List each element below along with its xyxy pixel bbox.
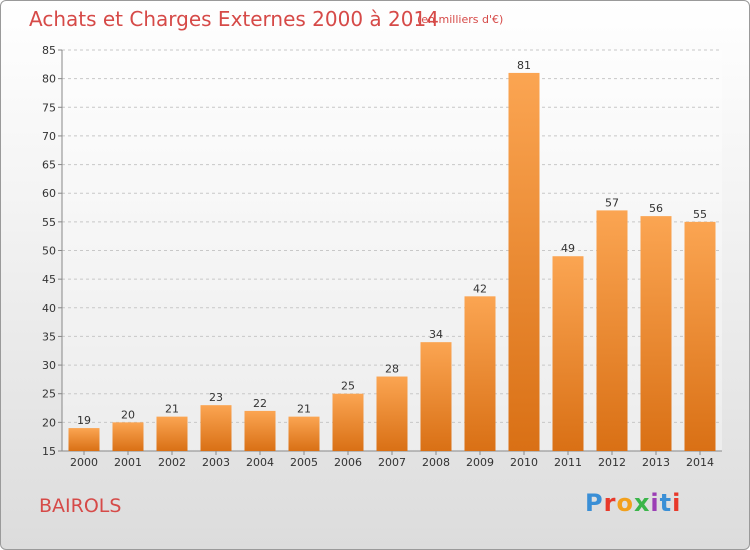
logo-letter: P <box>585 489 604 517</box>
bar <box>508 72 540 452</box>
y-tick-label: 75 <box>42 101 56 114</box>
x-tick-label: 2010 <box>510 456 538 469</box>
bar <box>68 428 100 451</box>
y-tick-label: 60 <box>42 187 56 200</box>
data-label: 81 <box>517 59 531 72</box>
y-tick-label: 20 <box>42 416 56 429</box>
chart-title: Achats et Charges Externes 2000 à 2014 <box>29 7 439 31</box>
y-tick-label: 55 <box>42 216 56 229</box>
proxiti-logo: Proxiti <box>585 489 681 517</box>
logo-letter: o <box>616 489 634 517</box>
bar <box>288 416 320 451</box>
bar <box>376 376 408 451</box>
y-tick-label: 35 <box>42 330 56 343</box>
bar <box>112 422 144 451</box>
y-tick-label: 15 <box>42 445 56 458</box>
x-tick-label: 2003 <box>202 456 230 469</box>
data-label: 23 <box>209 391 223 404</box>
data-label: 49 <box>561 242 575 255</box>
logo-letter: i <box>672 489 682 517</box>
bar <box>552 256 584 451</box>
bar <box>596 210 628 451</box>
y-tick-label: 80 <box>42 73 56 86</box>
bar <box>332 393 364 451</box>
logo-letter: r <box>603 489 617 517</box>
data-label: 42 <box>473 282 487 295</box>
x-tick-label: 2002 <box>158 456 186 469</box>
bar <box>200 405 232 451</box>
y-tick-label: 40 <box>42 302 56 315</box>
y-tick-label: 70 <box>42 130 56 143</box>
chart-subtitle: (en milliers d'€) <box>417 13 504 26</box>
y-tick-label: 25 <box>42 388 56 401</box>
y-tick-label: 85 <box>42 44 56 57</box>
x-tick-label: 2006 <box>334 456 362 469</box>
data-label: 21 <box>165 403 179 416</box>
bar <box>684 221 716 451</box>
y-tick-label: 65 <box>42 159 56 172</box>
data-label: 34 <box>429 328 443 341</box>
x-tick-label: 2007 <box>378 456 406 469</box>
x-tick-label: 2008 <box>422 456 450 469</box>
data-label: 57 <box>605 196 619 209</box>
data-label: 28 <box>385 363 399 376</box>
data-label: 19 <box>77 414 91 427</box>
x-tick-label: 2001 <box>114 456 142 469</box>
y-tick-label: 45 <box>42 273 56 286</box>
bar <box>420 342 452 451</box>
data-label: 21 <box>297 403 311 416</box>
x-tick-label: 2011 <box>554 456 582 469</box>
commune-name: BAIROLS <box>39 495 122 517</box>
data-label: 20 <box>121 408 135 421</box>
logo-letter: i <box>650 489 660 517</box>
data-label: 25 <box>341 380 355 393</box>
logo-letter: x <box>633 489 651 517</box>
data-label: 56 <box>649 202 663 215</box>
x-tick-label: 2000 <box>70 456 98 469</box>
bar <box>244 410 276 451</box>
data-label: 22 <box>253 397 267 410</box>
x-tick-label: 2004 <box>246 456 274 469</box>
bar <box>464 296 496 451</box>
bar <box>156 416 188 451</box>
x-tick-label: 2012 <box>598 456 626 469</box>
x-tick-label: 2009 <box>466 456 494 469</box>
logo-letter: t <box>659 489 673 517</box>
x-tick-label: 2005 <box>290 456 318 469</box>
data-label: 55 <box>693 208 707 221</box>
y-tick-label: 30 <box>42 359 56 372</box>
x-tick-label: 2013 <box>642 456 670 469</box>
bar <box>640 216 672 451</box>
x-tick-label: 2014 <box>686 456 714 469</box>
y-tick-label: 50 <box>42 245 56 258</box>
